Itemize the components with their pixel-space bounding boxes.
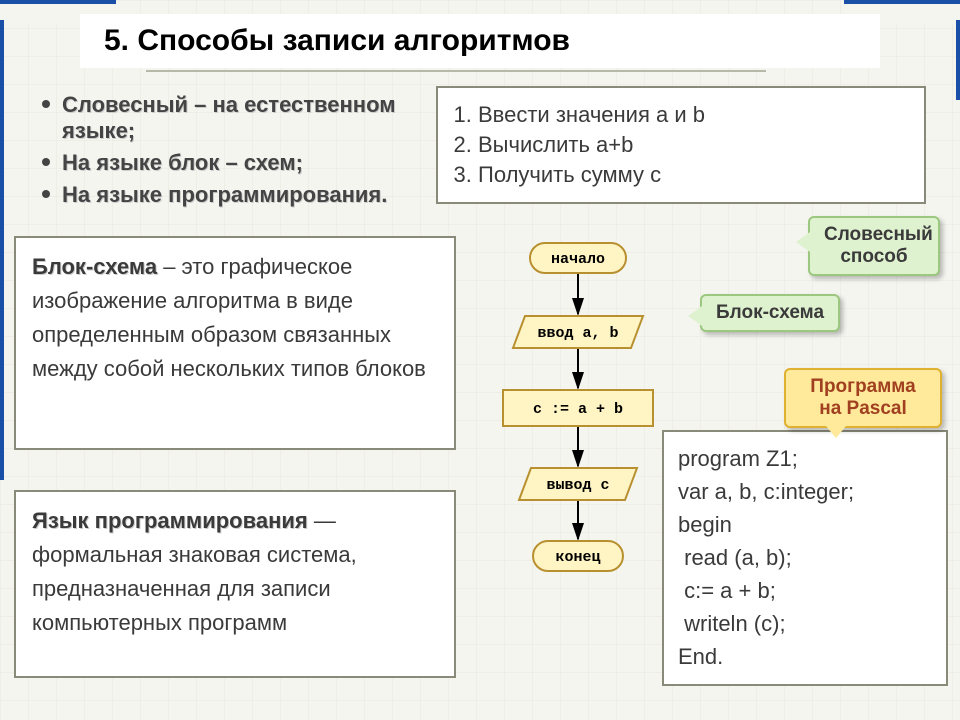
- list-item: Вычислить a+b: [478, 132, 910, 158]
- flowchart-diagram: начало ввод a, b c := a + b вывод c конец: [478, 240, 678, 585]
- callout-verbal: Словесный способ: [808, 216, 940, 276]
- callout-pascal: Программа на Pascal: [784, 368, 942, 428]
- callout-flowchart: Блок-схема: [700, 294, 840, 332]
- code-line: program Z1;: [678, 442, 932, 475]
- code-line: read (a, b);: [678, 541, 932, 574]
- definition-language: Язык программирования — формальная знако…: [14, 490, 456, 678]
- bullet-text: На языке блок – схем;: [62, 150, 303, 175]
- verbal-example-box: Ввести значения a и b Вычислить a+b Полу…: [436, 86, 926, 204]
- code-line: var a, b, c:integer;: [678, 475, 932, 508]
- svg-text:ввод a, b: ввод a, b: [537, 325, 618, 342]
- code-line: c:= a + b;: [678, 574, 932, 607]
- methods-bullet-list: Словесный – на естественном языке; На яз…: [36, 86, 428, 214]
- definition-flowchart: Блок-схема – это графическое изображение…: [14, 236, 456, 450]
- bullet-icon: [42, 100, 50, 108]
- code-line: begin: [678, 508, 932, 541]
- title-text: 5. Способы записи алгоритмов: [104, 24, 570, 57]
- code-line: writeln (c);: [678, 607, 932, 640]
- bullet-text: Словесный – на естественном языке;: [62, 92, 396, 143]
- list-item: Ввести значения a и b: [478, 102, 910, 128]
- svg-text:конец: конец: [555, 549, 600, 566]
- code-line: End.: [678, 640, 932, 673]
- title-underline: [146, 70, 766, 72]
- svg-text:c := a + b: c := a + b: [533, 401, 623, 418]
- svg-text:вывод c: вывод c: [546, 477, 609, 494]
- list-item: Получить сумму c: [478, 162, 910, 188]
- bullet-text: На языке программирования.: [62, 182, 387, 207]
- callout-text: Словесный способ: [824, 224, 933, 267]
- bullet-icon: [42, 190, 50, 198]
- list-item: На языке программирования.: [36, 182, 428, 208]
- flowchart-svg: начало ввод a, b c := a + b вывод c конец: [478, 240, 678, 580]
- callout-text: Программа на Pascal: [810, 376, 915, 419]
- term: Блок-схема: [32, 254, 157, 279]
- frame-decoration: [0, 20, 4, 480]
- frame-decoration: [956, 20, 960, 100]
- callout-text: Блок-схема: [716, 302, 824, 323]
- pascal-code-box: program Z1;var a, b, c:integer;begin rea…: [662, 430, 948, 686]
- step-text: Вычислить a+b: [478, 132, 633, 157]
- slide-title: 5. Способы записи алгоритмов: [80, 14, 880, 68]
- bullet-icon: [42, 158, 50, 166]
- step-text: Получить сумму c: [478, 162, 661, 187]
- svg-text:начало: начало: [551, 251, 605, 268]
- step-text: Ввести значения a и b: [478, 102, 705, 127]
- term: Язык программирования: [32, 508, 308, 533]
- list-item: Словесный – на естественном языке;: [36, 92, 428, 144]
- list-item: На языке блок – схем;: [36, 150, 428, 176]
